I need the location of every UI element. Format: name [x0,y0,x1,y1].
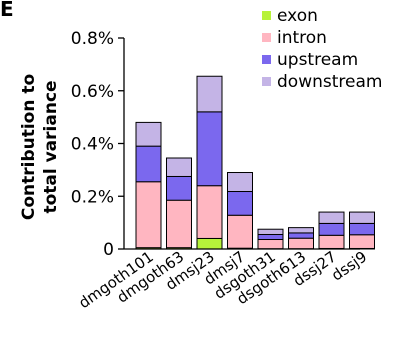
bar-segment-upstream-dmgoth63 [166,175,192,201]
bar-segment-exon-dmsj23 [196,237,223,250]
bar-segment-intron-dssj9 [349,234,375,249]
legend-label-downstream: downstream [277,72,382,92]
bar-segment-downstream-dsgoth31 [257,228,284,235]
legend-swatch-upstream [262,55,271,64]
bar-segment-intron-dmsj7 [227,214,253,249]
bar-segment-downstream-dmgoth63 [166,157,192,177]
legend-label-upstream: upstream [277,50,358,70]
y-axis-ticks: 0 0.2% 0.4% 0.6% 0.8% [71,29,124,260]
legend-label-exon: exon [277,6,318,26]
bar-segment-upstream-dmsj7 [227,191,253,216]
bar-segment-upstream-dsgoth613 [288,232,314,239]
legend-swatch-intron [262,33,271,42]
y-axis-title: Contribution to total variance [19,74,61,220]
bar-segment-downstream-dssj27 [318,211,345,224]
y-tick-label: 0 [103,240,114,260]
bar-segment-intron-dsgoth613 [288,237,314,250]
legend-swatch-exon [262,11,271,20]
bar-segment-downstream-dmsj7 [227,172,253,193]
bars [135,75,375,250]
bar-segment-intron-dmgoth101 [135,181,162,249]
y-tick-label: 0.8% [71,29,114,49]
bar-segment-upstream-dmgoth101 [135,145,162,183]
y-axis-title-line-2: total variance [41,80,61,213]
bar-segment-intron-dmgoth63 [166,199,192,249]
y-tick-label: 0.4% [71,135,114,155]
y-tick-label: 0.2% [71,187,114,207]
panel-letter: E [0,0,14,21]
bar-segment-downstream-dmsj23 [196,75,223,113]
x-axis-category-labels: dmgoth101dmgoth63dmsj23dmsj7dsgoth31dsgo… [75,248,370,313]
bar-segment-upstream-dssj27 [318,222,345,236]
y-tick-label: 0.6% [71,82,114,102]
bar-segment-upstream-dssj9 [349,222,375,236]
x-tick-label-dssj9: dssj9 [328,248,370,285]
legend-label-intron: intron [277,28,327,48]
bar-segment-downstream-dmgoth101 [135,121,162,147]
bar-segment-intron-dssj27 [318,234,345,249]
bar-segment-intron-dmsj23 [196,185,223,239]
y-axis-title-line-1: Contribution to [19,74,39,220]
bar-segment-intron-dsgoth31 [257,239,284,250]
bar-segment-downstream-dssj9 [349,211,375,224]
bar-segment-upstream-dmsj23 [196,111,223,187]
legend-swatch-downstream [262,77,271,86]
bar-segment-downstream-dsgoth613 [288,227,314,234]
bar-segment-upstream-dsgoth31 [257,233,284,241]
